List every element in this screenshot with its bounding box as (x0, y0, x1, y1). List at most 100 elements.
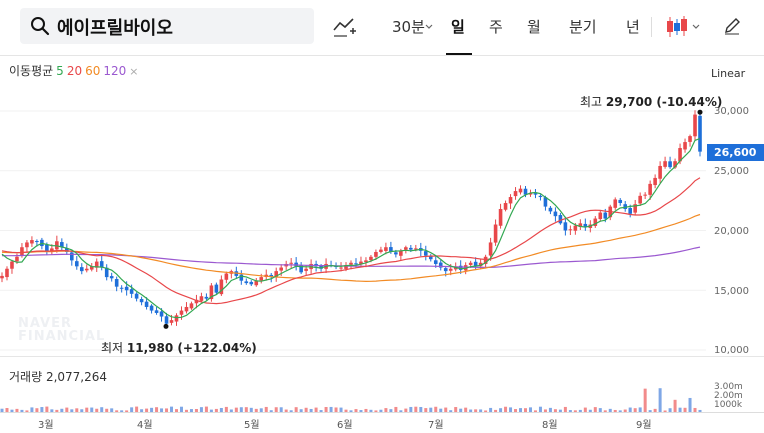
chevron-down-icon[interactable] (692, 24, 700, 30)
tab-quarter[interactable]: 분기 (569, 18, 597, 36)
price-chart[interactable] (0, 56, 764, 356)
candle[interactable] (299, 262, 303, 275)
candle[interactable] (653, 174, 657, 189)
compare-chart-icon[interactable] (333, 16, 357, 38)
candle[interactable] (289, 258, 293, 269)
candle[interactable] (0, 272, 4, 283)
candle[interactable] (698, 110, 702, 157)
candle-type-icon[interactable] (666, 15, 688, 39)
candle[interactable] (488, 237, 493, 261)
candle[interactable] (548, 205, 553, 215)
candle[interactable] (229, 269, 234, 279)
candle[interactable] (683, 138, 687, 153)
candle[interactable] (349, 260, 353, 270)
tab-month[interactable]: 월 (527, 18, 541, 36)
stock-search-box[interactable]: 에이프릴바이오 (20, 8, 314, 44)
candle[interactable] (518, 185, 523, 195)
candle[interactable] (25, 240, 29, 252)
candle[interactable] (568, 225, 573, 236)
candle[interactable] (384, 242, 388, 255)
candle[interactable] (598, 210, 603, 222)
candle[interactable] (204, 293, 209, 301)
candle[interactable] (294, 257, 298, 271)
candle[interactable] (498, 203, 503, 229)
close-legend-icon[interactable]: × (129, 65, 139, 78)
candle[interactable] (94, 258, 99, 272)
candle[interactable] (688, 134, 692, 147)
candle[interactable] (70, 250, 74, 266)
candle[interactable] (274, 267, 279, 282)
candle[interactable] (613, 197, 618, 210)
candle[interactable] (648, 180, 652, 200)
candle[interactable] (174, 313, 179, 326)
candle[interactable] (693, 110, 697, 141)
candle[interactable] (84, 264, 89, 273)
candle[interactable] (558, 212, 563, 225)
search-icon[interactable] (30, 16, 50, 36)
candle[interactable] (109, 272, 114, 282)
candle[interactable] (209, 283, 214, 302)
candle[interactable] (643, 192, 647, 200)
candle[interactable] (144, 297, 149, 310)
tab-week[interactable]: 주 (489, 18, 503, 36)
scale-mode-label[interactable]: Linear (711, 67, 746, 80)
candle[interactable] (114, 276, 119, 292)
candle[interactable] (503, 200, 508, 212)
candle[interactable] (184, 302, 189, 314)
candle[interactable] (134, 292, 139, 302)
candle[interactable] (254, 277, 259, 287)
candle[interactable] (79, 263, 84, 275)
candle[interactable] (533, 188, 538, 199)
candle[interactable] (428, 254, 433, 262)
candle[interactable] (60, 238, 64, 251)
candle[interactable] (493, 219, 498, 246)
candle[interactable] (104, 264, 109, 281)
candle[interactable] (224, 271, 229, 284)
candle[interactable] (483, 254, 488, 268)
candle[interactable] (508, 194, 513, 209)
candle[interactable] (249, 280, 254, 286)
candle[interactable] (199, 292, 204, 303)
candle[interactable] (5, 266, 9, 281)
candle[interactable] (658, 161, 662, 184)
candle[interactable] (219, 275, 224, 296)
candle[interactable] (404, 245, 408, 254)
candle[interactable] (438, 259, 443, 271)
candle[interactable] (553, 207, 558, 222)
candle[interactable] (119, 285, 124, 293)
candle[interactable] (154, 307, 159, 315)
candle[interactable] (563, 216, 568, 236)
candle[interactable] (513, 187, 518, 200)
candle[interactable] (578, 219, 583, 231)
search-input[interactable]: 에이프릴바이오 (57, 18, 173, 39)
candle[interactable] (638, 192, 642, 206)
candle[interactable] (379, 246, 383, 254)
candle[interactable] (593, 216, 598, 228)
candle[interactable] (538, 194, 543, 201)
candle[interactable] (359, 256, 363, 267)
candle[interactable] (543, 195, 548, 211)
pencil-icon[interactable] (723, 17, 741, 35)
candle[interactable] (473, 257, 478, 270)
tab-day[interactable]: 일 (451, 18, 465, 36)
candle[interactable] (99, 255, 104, 271)
candle[interactable] (164, 312, 169, 326)
candle[interactable] (89, 263, 94, 272)
candle[interactable] (149, 304, 154, 314)
candle[interactable] (623, 201, 628, 212)
candle[interactable] (423, 245, 428, 261)
candle[interactable] (74, 256, 79, 270)
tab-year[interactable]: 년 (626, 18, 640, 36)
candle[interactable] (244, 278, 249, 285)
candle[interactable] (10, 259, 14, 274)
candle[interactable] (633, 199, 637, 216)
candle[interactable] (194, 294, 199, 309)
candle[interactable] (214, 282, 219, 295)
candle[interactable] (30, 236, 34, 247)
interval-30m-dropdown[interactable]: 30분 (392, 18, 425, 36)
candle[interactable] (668, 156, 672, 169)
volume-chart[interactable] (0, 380, 710, 412)
moving-average-legend[interactable]: 이동평균 5 20 60 120 × (9, 62, 142, 79)
candle[interactable] (239, 270, 244, 285)
chevron-down-icon[interactable] (425, 24, 433, 30)
